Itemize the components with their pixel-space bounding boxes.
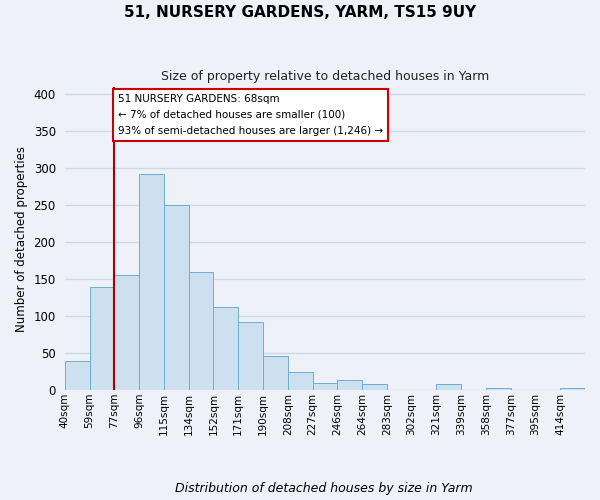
- Bar: [214, 306, 238, 390]
- Bar: [115, 276, 139, 390]
- Bar: [65, 360, 89, 390]
- Y-axis label: Number of detached properties: Number of detached properties: [15, 146, 28, 332]
- Bar: [560, 388, 585, 390]
- Title: Size of property relative to detached houses in Yarm: Size of property relative to detached ho…: [161, 70, 489, 83]
- Bar: [337, 380, 362, 390]
- Text: 51, NURSERY GARDENS, YARM, TS15 9UY: 51, NURSERY GARDENS, YARM, TS15 9UY: [124, 5, 476, 20]
- Text: Distribution of detached houses by size in Yarm: Distribution of detached houses by size …: [175, 482, 473, 495]
- Bar: [164, 205, 188, 390]
- Bar: [436, 384, 461, 390]
- Bar: [188, 272, 214, 390]
- Bar: [288, 372, 313, 390]
- Bar: [313, 382, 337, 390]
- Text: 51 NURSERY GARDENS: 68sqm
← 7% of detached houses are smaller (100)
93% of semi-: 51 NURSERY GARDENS: 68sqm ← 7% of detach…: [118, 94, 383, 136]
- Bar: [238, 322, 263, 390]
- Bar: [362, 384, 387, 390]
- Bar: [139, 174, 164, 390]
- Bar: [89, 286, 115, 390]
- Bar: [263, 356, 288, 390]
- Bar: [486, 388, 511, 390]
